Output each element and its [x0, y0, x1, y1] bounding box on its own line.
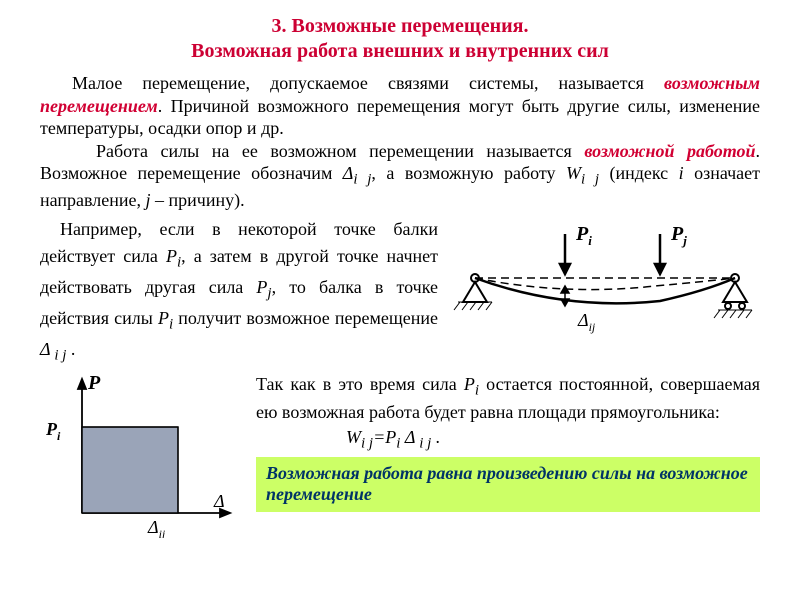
graph-pi-label: Pi: [45, 419, 61, 443]
graph-dij-label: Δij: [147, 517, 166, 538]
p3-Pi2: P: [158, 308, 169, 328]
slide-heading: 3. Возможные перемещения. Возможная рабо…: [40, 14, 760, 64]
work-formula: Wi j=Pi Δ i j .: [346, 427, 760, 453]
slide-page: 3. Возможные перемещения. Возможная рабо…: [0, 0, 800, 553]
p2-post3: (индекс: [599, 163, 679, 183]
paragraph-4: Так как в это время сила Pi остается пос…: [256, 373, 760, 423]
row-example: Например, если в некоторой точке балки д…: [40, 216, 760, 367]
work-area-rect: [82, 427, 178, 513]
work-graph-svg: P Pi Δ Δij: [40, 373, 240, 538]
w-sub: i j: [581, 172, 599, 188]
right-block: Так как в это время сила Pi остается пос…: [256, 373, 760, 543]
p3-Pi: P: [166, 246, 177, 266]
f-end: .: [431, 427, 440, 447]
graph-p-axis: P: [87, 373, 101, 394]
f-eq: =: [373, 427, 385, 447]
p3-dij: Δ: [40, 339, 51, 359]
highlight-box: Возможная работа равна произведению силы…: [256, 457, 760, 512]
beam-figure: Pi Pj Δij: [450, 216, 760, 367]
paragraph-2: Работа силы на ее возможном перемещении …: [40, 140, 760, 212]
p3-Pj: P: [256, 277, 267, 297]
delta-sub: i j: [353, 172, 371, 188]
f-Dsub: i j: [416, 436, 432, 452]
f-W: W: [346, 427, 361, 447]
p3-t4: получит возможное перемещение: [173, 308, 438, 328]
heading-line2: Возможная работа внешних и внутренних си…: [191, 40, 609, 62]
w-sym: W: [566, 163, 581, 183]
f-Wsub: i j: [361, 436, 373, 452]
p4-Pi: P: [464, 374, 475, 394]
p2-post5: – причину).: [151, 190, 245, 210]
row-bottom: P Pi Δ Δij Так как в это время сила Pi о…: [40, 373, 760, 543]
heading-line1: 3. Возможные перемещения.: [271, 15, 528, 37]
paragraph-3: Например, если в некоторой точке балки д…: [40, 216, 438, 367]
p4-t1: Так как в это время сила: [256, 374, 464, 394]
work-graph: P Pi Δ Δij: [40, 373, 240, 543]
p1-pre: Малое перемещение, допускаемое связями с…: [72, 73, 664, 93]
p3-t5: .: [66, 339, 75, 359]
beam-svg: Pi Pj Δij: [450, 216, 760, 346]
beam-pj-label: Pj: [670, 223, 687, 248]
p3-dij-sub: i j: [51, 348, 67, 364]
p2-post2: , а возможную работу: [371, 163, 566, 183]
delta-sym: Δ: [343, 163, 354, 183]
term-possible-work: возможной работой: [584, 141, 755, 161]
p2-pre: Работа силы на ее возможном перемещении …: [96, 141, 584, 161]
beam-pi-label: Pi: [575, 223, 592, 248]
f-P: P: [385, 427, 396, 447]
graph-d-axis: Δ: [213, 491, 225, 511]
beam-dij-label: Δij: [577, 310, 596, 334]
f-D: Δ: [400, 427, 415, 447]
paragraph-1: Малое перемещение, допускаемое связями с…: [40, 72, 760, 140]
